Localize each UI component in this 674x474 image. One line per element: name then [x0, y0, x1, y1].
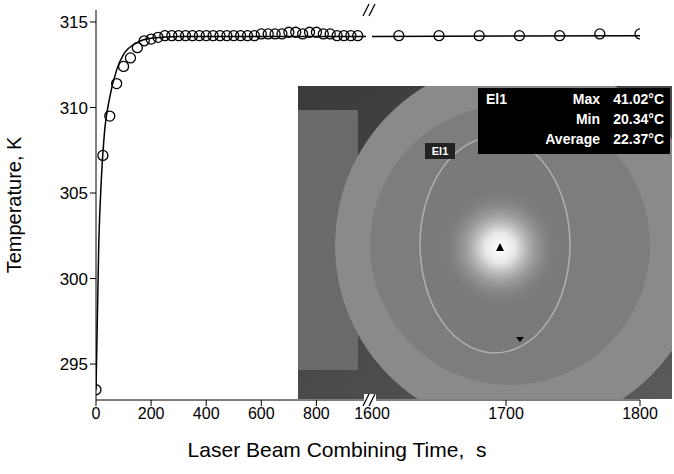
svg-text:1600: 1600	[354, 405, 390, 422]
svg-text:41.02°C: 41.02°C	[613, 91, 664, 107]
html-text:Laser Beam Combining Time, s: Laser Beam Combining Time, s	[187, 438, 487, 461]
svg-text:200: 200	[138, 405, 165, 422]
svg-text:295: 295	[60, 355, 88, 374]
svg-text:305: 305	[60, 184, 88, 203]
svg-text:El1: El1	[432, 145, 449, 157]
svg-text:600: 600	[248, 405, 275, 422]
svg-text:22.37°C: 22.37°C	[613, 131, 664, 147]
svg-text:Min: Min	[576, 111, 600, 127]
svg-text:1800: 1800	[622, 405, 658, 422]
svg-text:300: 300	[60, 270, 88, 289]
svg-text:0: 0	[92, 405, 101, 422]
svg-text:800: 800	[303, 405, 330, 422]
svg-text:Temperature, K: Temperature, K	[3, 136, 25, 273]
svg-text:20.34°C: 20.34°C	[613, 111, 664, 127]
svg-text:1700: 1700	[488, 405, 524, 422]
svg-text:Average: Average	[545, 131, 600, 147]
svg-text:310: 310	[60, 99, 88, 118]
svg-text:400: 400	[193, 405, 220, 422]
svg-text:El1: El1	[486, 91, 507, 107]
svg-text:315: 315	[60, 13, 88, 32]
svg-text:Max: Max	[573, 91, 600, 107]
